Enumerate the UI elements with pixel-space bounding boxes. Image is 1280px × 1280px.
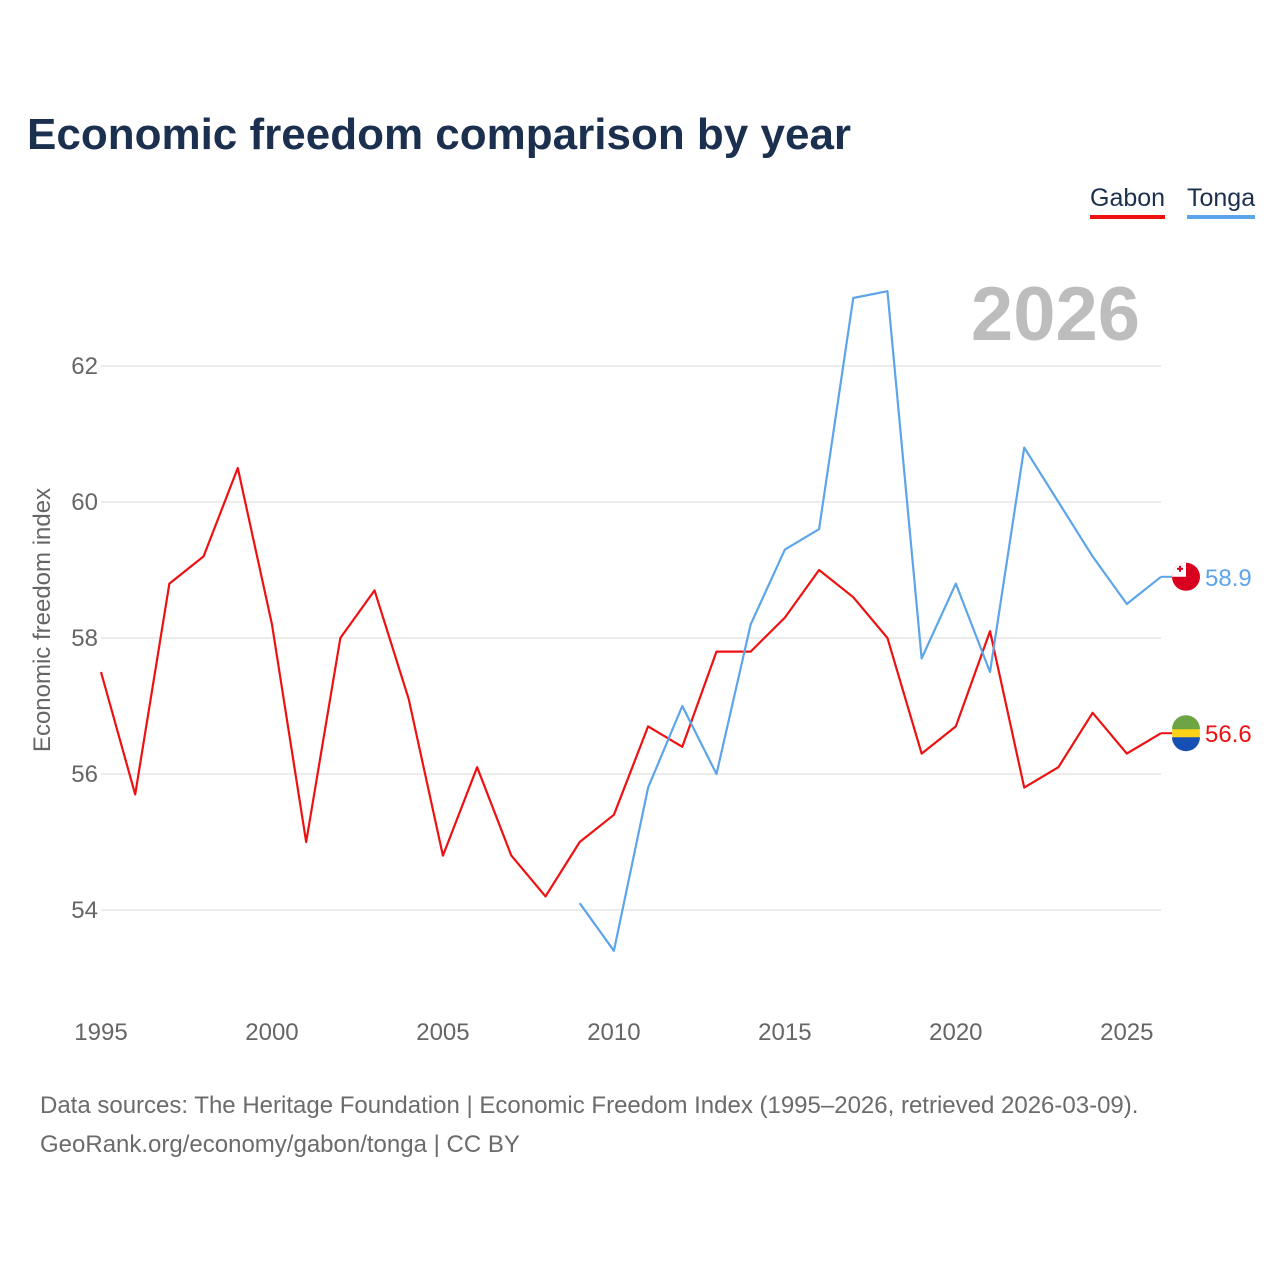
flag-stripe — [1172, 737, 1200, 752]
y-tick-label: 58 — [71, 625, 98, 652]
x-tick-label: 2025 — [1100, 1019, 1153, 1046]
source-note: Data sources: The Heritage Foundation | … — [40, 1086, 1138, 1164]
y-tick-label: 62 — [71, 353, 98, 380]
x-tick-label: 2005 — [416, 1019, 469, 1046]
flag-stripe — [1172, 715, 1200, 730]
source-line-1: Data sources: The Heritage Foundation | … — [40, 1092, 1139, 1119]
y-axis-label: Economic freedom index — [29, 488, 56, 752]
x-tick-label: 2010 — [587, 1019, 640, 1046]
end-value-label: 56.6 — [1205, 721, 1252, 748]
flag-cross — [1179, 565, 1181, 572]
y-tick-label: 56 — [71, 761, 98, 788]
legend-tonga[interactable]: Tonga — [1187, 184, 1256, 219]
y-tick-label: 60 — [71, 489, 98, 516]
legend-gabon[interactable]: Gabon — [1090, 184, 1166, 219]
series-line-tonga — [578, 290, 1162, 952]
x-tick-label: 2015 — [758, 1019, 811, 1046]
year-watermark: 2026 — [971, 272, 1140, 357]
x-tick-label: 2000 — [245, 1019, 298, 1046]
x-tick-label: 2020 — [929, 1019, 982, 1046]
chart-title: Economic freedom comparison by year — [27, 110, 852, 159]
series-line-gabon — [99, 466, 1162, 898]
source-line-2: GeoRank.org/economy/gabon/tonga | CC BY — [40, 1131, 520, 1158]
y-tick-label: 54 — [71, 897, 98, 924]
x-tick-label: 1995 — [74, 1019, 127, 1046]
end-value-label: 58.9 — [1205, 565, 1252, 592]
